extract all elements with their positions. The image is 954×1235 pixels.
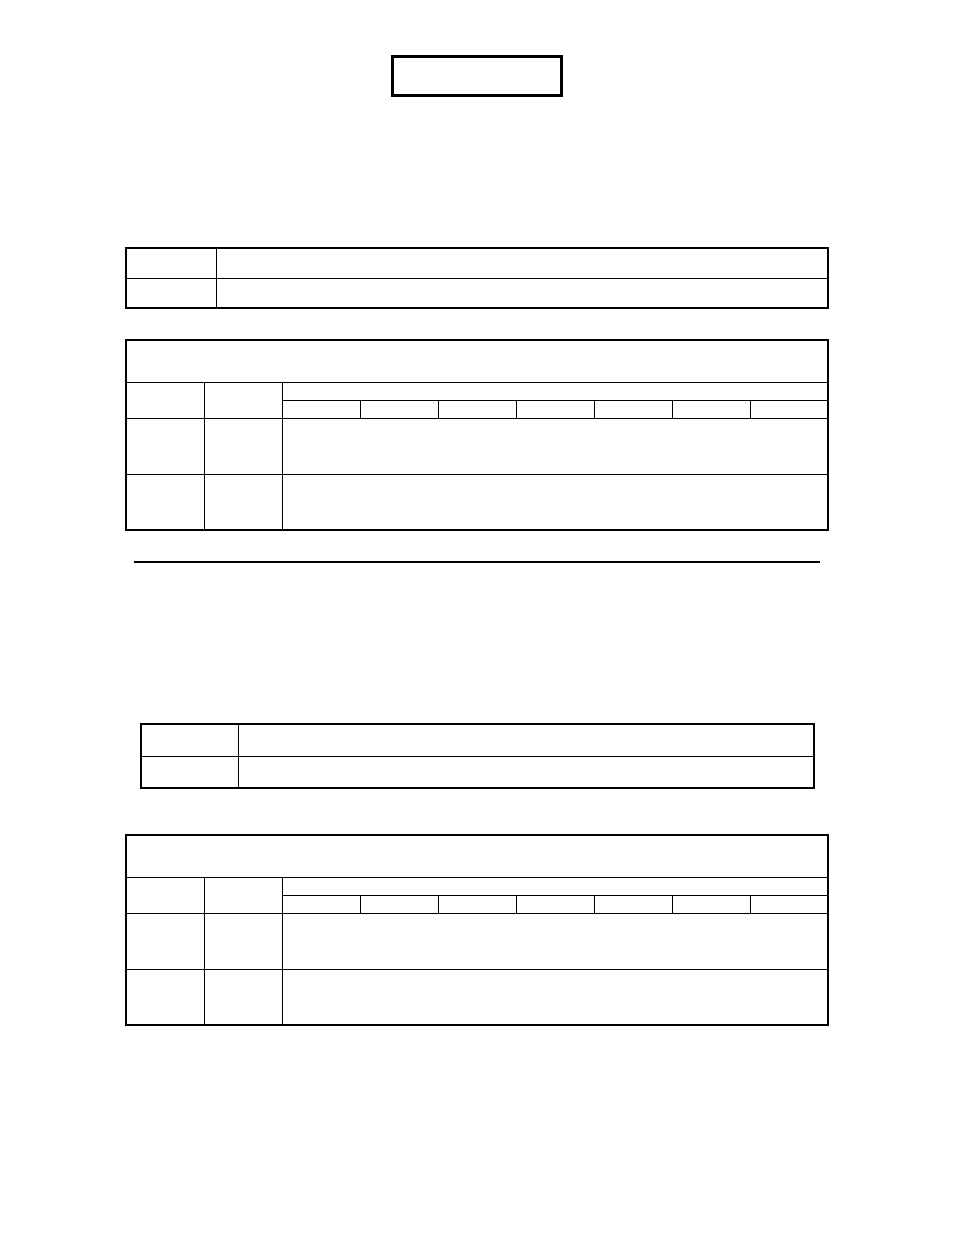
cell: [204, 877, 282, 913]
table-subheader-row-top: [126, 877, 828, 895]
section-divider: [134, 561, 820, 563]
cell: [282, 877, 828, 895]
section2-simple-table: [140, 723, 815, 789]
table-row: [126, 418, 828, 474]
subcol-cell: [672, 400, 750, 418]
subcol-cell: [438, 895, 516, 913]
table-header-row: [126, 340, 828, 382]
cell: [216, 248, 828, 278]
subcol-cell: [750, 400, 828, 418]
cell: [126, 382, 204, 418]
table-row: [126, 474, 828, 530]
title-box: [391, 55, 563, 97]
cell: [282, 969, 828, 1025]
table-subheader-row-top: [126, 382, 828, 400]
cell: [141, 756, 239, 788]
cell: [126, 278, 216, 308]
cell: [204, 418, 282, 474]
subcol-cell: [672, 895, 750, 913]
cell: [204, 913, 282, 969]
cell: [282, 418, 828, 474]
table-row: [126, 913, 828, 969]
cell: [239, 724, 814, 756]
page-content: [0, 0, 954, 1026]
cell: [282, 913, 828, 969]
subcol-cell: [516, 400, 594, 418]
table-row: [141, 756, 814, 788]
section2-complex-table: [125, 834, 829, 1026]
subcol-cell: [282, 895, 360, 913]
cell: [204, 474, 282, 530]
table-header-row: [126, 835, 828, 877]
subcol-cell: [750, 895, 828, 913]
subcol-cell: [360, 400, 438, 418]
header-cell: [126, 340, 828, 382]
header-cell: [126, 835, 828, 877]
cell: [126, 877, 204, 913]
cell: [239, 756, 814, 788]
cell: [126, 248, 216, 278]
cell: [204, 382, 282, 418]
section1-complex-table: [125, 339, 829, 531]
cell: [204, 969, 282, 1025]
table-row: [126, 278, 828, 308]
subcol-cell: [594, 895, 672, 913]
cell: [141, 724, 239, 756]
cell: [126, 474, 204, 530]
subcol-cell: [516, 895, 594, 913]
subcol-cell: [438, 400, 516, 418]
table-row: [141, 724, 814, 756]
cell: [282, 474, 828, 530]
cell: [126, 418, 204, 474]
subcol-cell: [282, 400, 360, 418]
cell: [282, 382, 828, 400]
cell: [126, 913, 204, 969]
cell: [216, 278, 828, 308]
cell: [126, 969, 204, 1025]
section1-simple-table: [125, 247, 829, 309]
subcol-cell: [594, 400, 672, 418]
subcol-cell: [360, 895, 438, 913]
table-row: [126, 969, 828, 1025]
table-row: [126, 248, 828, 278]
